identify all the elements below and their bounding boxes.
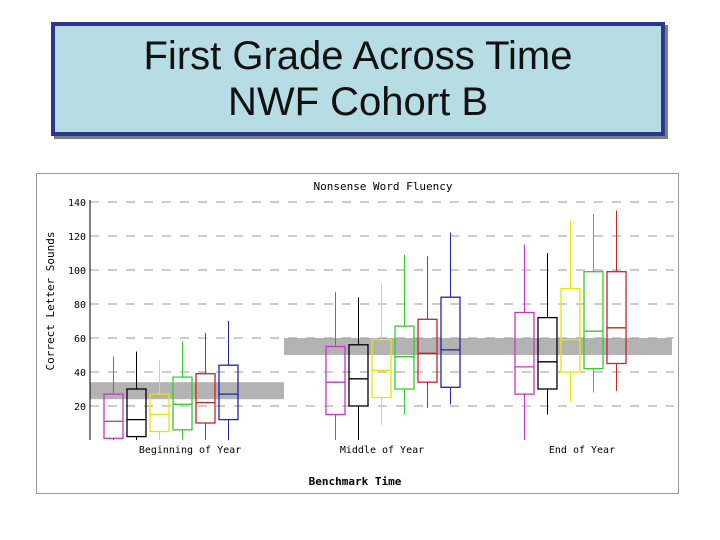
- slide-title-box: First Grade Across Time NWF Cohort B: [51, 22, 665, 136]
- chart-frame: Nonsense Word Fluency Correct Letter Sou…: [36, 173, 679, 494]
- slide-title-line-2: NWF Cohort B: [227, 80, 489, 124]
- y-axis-label: Correct Letter Sounds: [44, 231, 57, 370]
- box-iqr: [218, 364, 239, 421]
- box-iqr: [348, 344, 369, 407]
- y-tick-label: 80: [74, 300, 86, 311]
- box-iqr: [560, 288, 581, 373]
- box-iqr: [195, 373, 216, 424]
- y-tick-label: 60: [74, 334, 86, 345]
- x-tick-label: Beginning of Year: [139, 445, 241, 456]
- box-iqr: [149, 393, 170, 433]
- y-tick-label: 100: [68, 266, 86, 277]
- box-iqr: [394, 325, 415, 390]
- x-tick-label: Middle of Year: [340, 445, 424, 456]
- box-iqr: [325, 345, 346, 416]
- y-tick-label: 40: [74, 368, 86, 379]
- box-iqr: [417, 318, 438, 383]
- benchmark-band: [90, 382, 284, 400]
- y-tick-label: 140: [68, 198, 86, 209]
- x-axis-label: Benchmark Time: [309, 475, 402, 488]
- nwf-boxplot-chart: Nonsense Word Fluency Correct Letter Sou…: [44, 180, 674, 488]
- y-tick-label: 120: [68, 232, 86, 243]
- y-tick-label: 20: [74, 402, 86, 413]
- benchmark-band: [515, 338, 672, 355]
- box-iqr: [103, 393, 124, 439]
- box-iqr: [126, 388, 147, 438]
- chart-title: Nonsense Word Fluency: [313, 180, 452, 193]
- box-iqr: [606, 271, 627, 365]
- box-iqr: [172, 376, 193, 431]
- box-iqr: [537, 316, 558, 390]
- x-tick-label: End of Year: [549, 445, 615, 456]
- box-iqr: [583, 271, 604, 370]
- slide-title-line-1: First Grade Across Time: [143, 34, 573, 78]
- box-iqr: [440, 296, 461, 388]
- box-iqr: [514, 311, 535, 395]
- box-iqr: [371, 339, 392, 399]
